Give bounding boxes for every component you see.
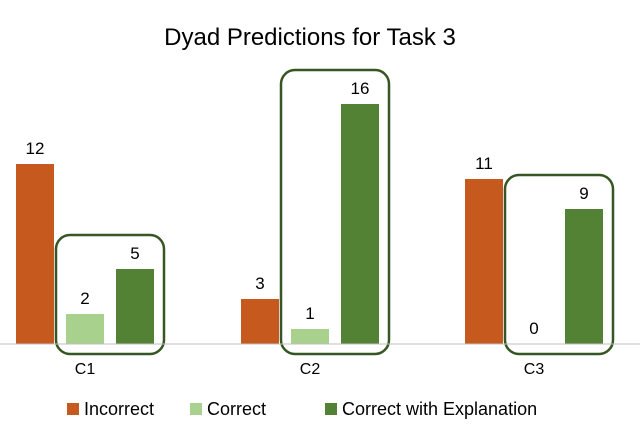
data-label: 3 [255, 274, 264, 293]
x-tick-label-c3: C3 [524, 361, 545, 378]
bar-c3-correct-with-explanation [565, 209, 603, 344]
data-label: 16 [351, 79, 370, 98]
highlight-box-c1 [54, 233, 166, 356]
legend-swatch-correct-with-explanation [325, 403, 337, 415]
data-label: 11 [475, 154, 493, 173]
x-tick-label-c1: C1 [75, 361, 96, 378]
bar-c1-incorrect [16, 164, 54, 344]
data-label: 5 [130, 244, 139, 263]
legend-label: Correct with Explanation [342, 399, 537, 419]
bar-c1-correct [66, 314, 104, 344]
data-label: 12 [26, 139, 45, 158]
legend-label: Incorrect [84, 399, 154, 419]
highlight-box-c2 [279, 68, 391, 356]
data-labels: 12 2 5 3 1 16 11 0 9 [26, 79, 589, 338]
legend: Incorrect Correct Correct with Explanation [67, 399, 537, 419]
legend-swatch-incorrect [67, 403, 79, 415]
highlight-boxes [54, 68, 615, 356]
data-label: 9 [579, 184, 588, 203]
legend-label: Correct [207, 399, 266, 419]
bars [16, 104, 603, 344]
legend-swatch-correct [190, 403, 202, 415]
bar-c2-correct-with-explanation [341, 104, 379, 344]
x-tick-labels: C1 C2 C3 [75, 361, 545, 378]
data-label: 1 [305, 304, 314, 323]
highlight-box-c3 [503, 173, 615, 356]
bar-c2-correct [291, 329, 329, 344]
bar-c2-incorrect [241, 299, 279, 344]
chart-title: Dyad Predictions for Task 3 [164, 24, 456, 51]
data-label: 2 [80, 289, 89, 308]
bar-c3-incorrect [465, 179, 503, 344]
x-tick-label-c2: C2 [300, 361, 321, 378]
bar-c1-correct-with-explanation [116, 269, 154, 344]
data-label: 0 [529, 319, 538, 338]
